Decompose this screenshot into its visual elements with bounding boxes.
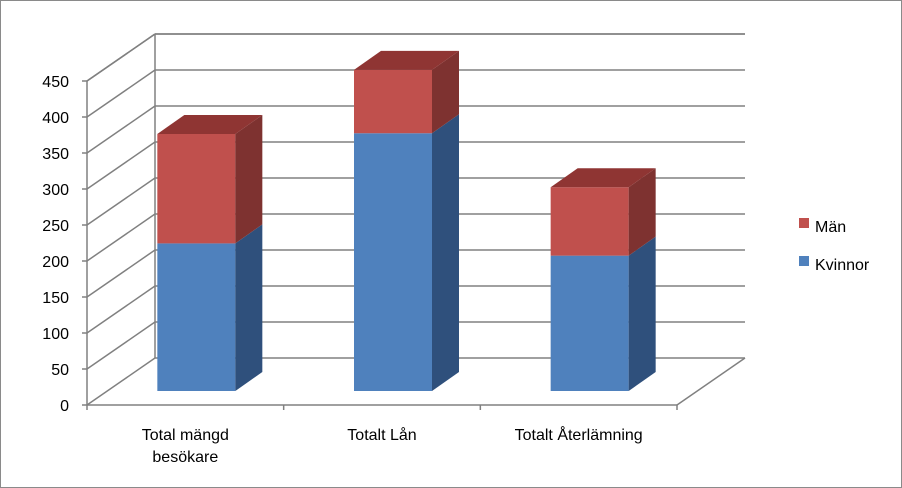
side-gridline xyxy=(86,321,156,370)
legend-swatch xyxy=(799,218,809,228)
y-tick-label: 450 xyxy=(42,74,69,91)
y-tick-label: 250 xyxy=(42,218,69,235)
y-tick-label: 200 xyxy=(42,254,69,271)
side-gridline xyxy=(86,357,156,406)
legend-label: Kvinnor xyxy=(815,257,870,274)
bar-segment-front xyxy=(157,243,236,391)
bar-top-face xyxy=(550,168,656,188)
y-tick-label: 0 xyxy=(60,398,69,415)
y-tick-label: 350 xyxy=(42,146,69,163)
bar-top-face xyxy=(157,114,263,134)
x-category-label: besökare xyxy=(152,449,218,466)
y-tick-label: 100 xyxy=(42,326,69,343)
side-gridline xyxy=(86,213,156,262)
bar-segment-front xyxy=(157,133,236,244)
bar-top-face xyxy=(354,50,459,70)
x-category-label: Totalt Återlämning xyxy=(515,425,643,444)
floor-right-edge xyxy=(676,357,746,406)
x-category-label: Totalt Lån xyxy=(347,426,416,444)
bar-segment-side xyxy=(235,224,263,391)
side-gridline xyxy=(86,33,156,82)
bar-segment-side xyxy=(432,50,459,134)
bar-segment-front xyxy=(354,133,432,392)
bar-segment-front xyxy=(550,255,629,391)
side-gridline xyxy=(86,141,156,190)
legend-swatch xyxy=(799,256,809,266)
bar-segment-side xyxy=(628,168,656,256)
bar-segment-front xyxy=(354,69,432,134)
y-tick-label: 300 xyxy=(42,182,69,199)
side-gridline xyxy=(86,105,156,154)
side-gridline xyxy=(86,285,156,334)
y-tick-label: 150 xyxy=(42,290,69,307)
y-tick-label: 50 xyxy=(51,362,69,379)
x-category-label: Total mängd xyxy=(142,427,229,444)
legend-label: Män xyxy=(815,219,846,236)
bar-segment-front xyxy=(550,187,629,256)
side-gridline xyxy=(86,249,156,298)
side-gridline xyxy=(86,69,156,118)
y-tick-label: 400 xyxy=(42,110,69,127)
bar-segment-side xyxy=(432,114,459,392)
side-gridline xyxy=(86,177,156,226)
bar-segment-side xyxy=(628,236,656,391)
bar-segment-side xyxy=(235,114,263,244)
